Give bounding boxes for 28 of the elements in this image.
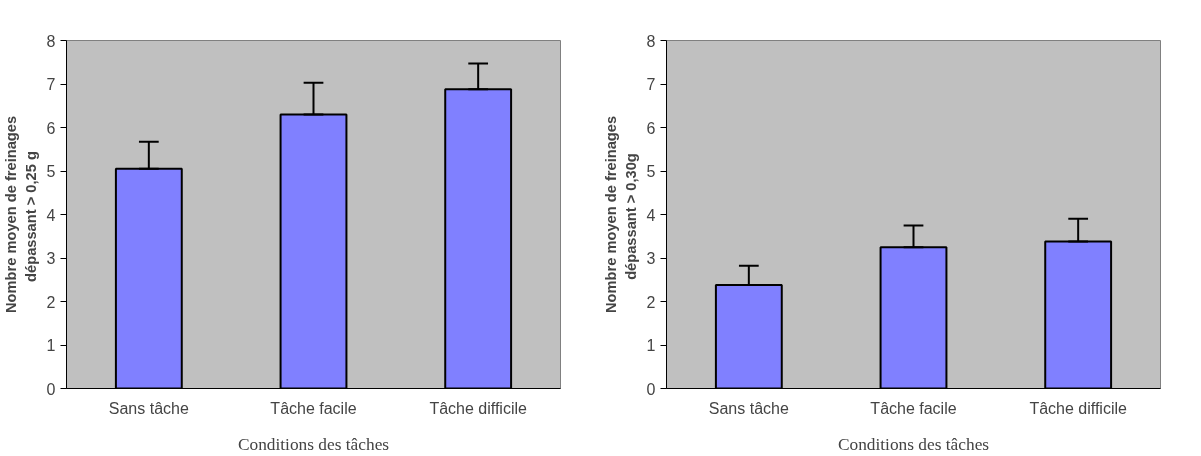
y-tick-label: 4 [46, 206, 56, 224]
y-tick-label: 5 [46, 163, 56, 180]
y-tick-label: 5 [646, 163, 656, 180]
y-tick-label: 7 [46, 76, 56, 93]
y-tick-label: 1 [46, 337, 56, 354]
y-tick-label: 3 [646, 250, 656, 267]
y-tick-label: 3 [46, 250, 56, 267]
y-tick-label: 0 [46, 380, 56, 398]
y-axis-title: Nombre moyen de freinages dépassant > 0,30g [603, 115, 639, 314]
x-tick-label: Tâche difficile [429, 399, 528, 417]
y-tick-label: 2 [646, 293, 656, 311]
y-tick-label: 1 [646, 337, 656, 354]
y-tick-label: 6 [46, 119, 56, 137]
y-tick-label: 0 [646, 380, 656, 398]
y-tick-label: 6 [646, 119, 656, 137]
x-tick-label: Tâche difficile [1029, 399, 1128, 417]
x-tick-label: Sans tâche [708, 399, 789, 417]
x-tick-label: Sans tâche [108, 399, 189, 417]
y-tick-label: 8 [46, 32, 56, 50]
y-tick-label: 4 [646, 206, 656, 224]
y-tick-label: 7 [646, 76, 656, 93]
x-tick-label: Tâche facile [870, 399, 957, 417]
y-tick-label: 2 [46, 293, 56, 311]
y-axis-title: Nombre moyen de freinages dépassant > 0,25 g [3, 115, 39, 314]
y-tick-label: 8 [646, 32, 656, 50]
x-axis-title: Conditions des tâches [837, 434, 990, 454]
x-axis-title: Conditions des tâches [237, 434, 390, 454]
x-tick-label: Tâche facile [270, 399, 357, 417]
